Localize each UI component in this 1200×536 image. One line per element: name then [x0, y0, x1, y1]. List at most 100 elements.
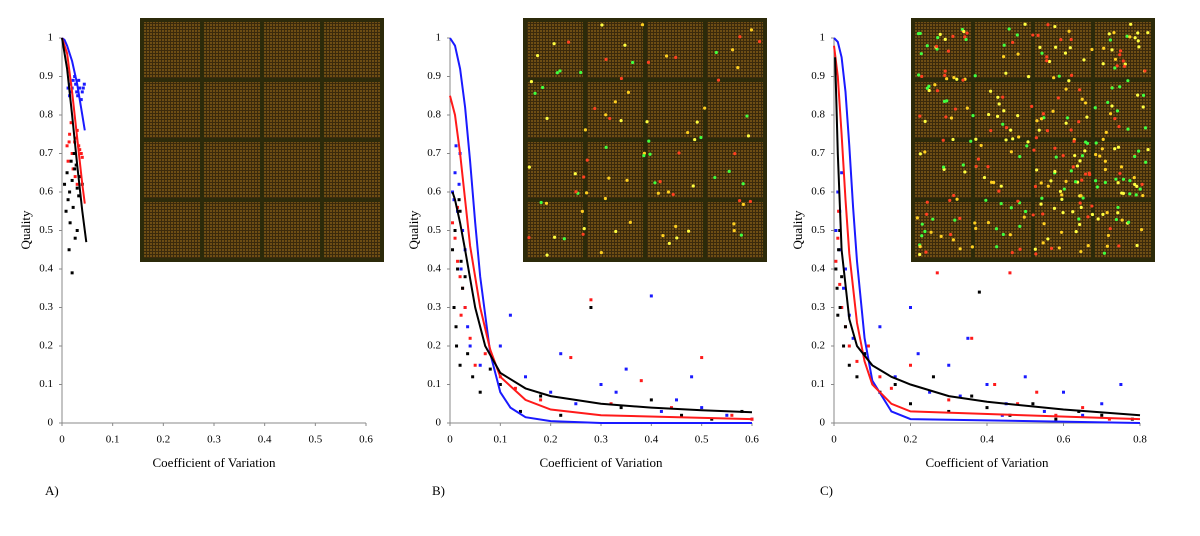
inset-spot — [1057, 74, 1061, 78]
inset-spot — [1063, 51, 1068, 55]
inset-spot — [1079, 194, 1083, 198]
inset-spot — [1107, 32, 1111, 36]
inset-spot — [1115, 109, 1120, 113]
inset-spot — [738, 198, 742, 203]
inset-grid — [911, 258, 1155, 262]
inset-spot — [969, 139, 973, 143]
inset-grid — [1151, 18, 1155, 262]
inset-spot — [1026, 75, 1031, 79]
inset-spot — [951, 238, 955, 242]
fit-curve — [451, 191, 753, 414]
inset-spot — [741, 182, 745, 186]
inset-spot — [924, 250, 928, 254]
inset-spot — [1034, 252, 1038, 256]
inset-spot — [619, 76, 624, 81]
inset-grid — [140, 258, 384, 262]
inset-spot — [1001, 122, 1005, 126]
inset-spot — [963, 170, 967, 174]
fit-curve — [61, 37, 88, 243]
inset-spot — [1036, 33, 1040, 37]
inset-spot — [1108, 38, 1113, 42]
x-tick-label: 0.8 — [1133, 434, 1147, 446]
inset-spot — [604, 113, 608, 117]
inset-spot — [1004, 125, 1009, 130]
point — [80, 155, 84, 159]
point — [471, 375, 475, 379]
inset-spot — [703, 106, 707, 110]
inset-spot — [1090, 204, 1094, 208]
inset-spot — [1007, 27, 1011, 31]
y-tick-label: 0.8 — [811, 109, 825, 121]
y-tick-label: 0.9 — [39, 70, 53, 82]
inset-spot — [986, 112, 991, 117]
inset-spot — [943, 69, 947, 73]
point — [649, 398, 653, 402]
point — [866, 344, 870, 348]
point — [909, 363, 912, 367]
inset-spot — [999, 201, 1003, 206]
x-tick-label: 0 — [831, 434, 837, 446]
inset-spot — [974, 164, 978, 168]
inset-spot — [1106, 100, 1110, 105]
y-tick-label: 0.4 — [811, 263, 825, 275]
inset-spot — [953, 107, 957, 111]
inset-spot — [1135, 243, 1139, 248]
point — [851, 336, 855, 340]
inset-spot — [965, 31, 969, 35]
inset-spot — [1136, 93, 1140, 97]
inset-spot — [933, 83, 937, 87]
inset-image — [140, 18, 384, 262]
inset-spot — [1105, 211, 1109, 215]
inset-spot — [1113, 66, 1117, 70]
inset-spot — [1126, 79, 1130, 83]
inset-spot — [1032, 148, 1036, 152]
inset-spot — [619, 119, 623, 123]
inset-spot — [1078, 88, 1082, 92]
point — [78, 86, 82, 90]
inset-spot — [1040, 196, 1044, 200]
inset-spot — [693, 137, 697, 142]
point — [730, 413, 734, 417]
inset-spot — [943, 73, 947, 78]
point — [458, 363, 462, 367]
point — [456, 267, 460, 271]
inset-spot — [1067, 29, 1071, 33]
inset-spot — [923, 119, 927, 123]
inset-spot — [1120, 218, 1124, 222]
inset-spot — [976, 157, 981, 161]
inset-spot — [1101, 62, 1105, 66]
inset-spot — [1052, 76, 1056, 80]
point — [893, 383, 897, 386]
inset-spot — [1114, 217, 1119, 222]
inset-spot — [1064, 179, 1068, 183]
point — [977, 290, 981, 294]
inset-spot — [1071, 165, 1075, 169]
fit-curve — [449, 95, 753, 421]
y-tick-label: 0.8 — [427, 109, 441, 121]
point — [68, 190, 72, 194]
inset-spot — [1069, 37, 1073, 42]
point — [847, 363, 851, 367]
inset-spot — [1018, 155, 1022, 159]
point — [935, 271, 939, 275]
inset-spot — [1049, 179, 1053, 183]
inset-spot — [1132, 176, 1136, 180]
inset-spot — [1010, 251, 1014, 255]
y-tick-label: 0.6 — [811, 186, 825, 198]
inset-spot — [970, 245, 974, 249]
inset-spot — [741, 202, 745, 206]
inset-spot — [656, 191, 660, 195]
inset-spot — [1009, 128, 1013, 132]
inset-spot — [1025, 144, 1029, 148]
inset-spot — [935, 89, 939, 93]
point — [67, 140, 71, 144]
inset-spot — [1090, 212, 1095, 217]
inset-spot — [555, 71, 559, 75]
point — [71, 167, 75, 171]
inset-spot — [1108, 112, 1113, 116]
point — [77, 194, 81, 198]
inset-spot — [535, 53, 540, 58]
inset-spot — [1041, 212, 1045, 216]
inset-spot — [925, 212, 929, 216]
point — [559, 413, 563, 417]
